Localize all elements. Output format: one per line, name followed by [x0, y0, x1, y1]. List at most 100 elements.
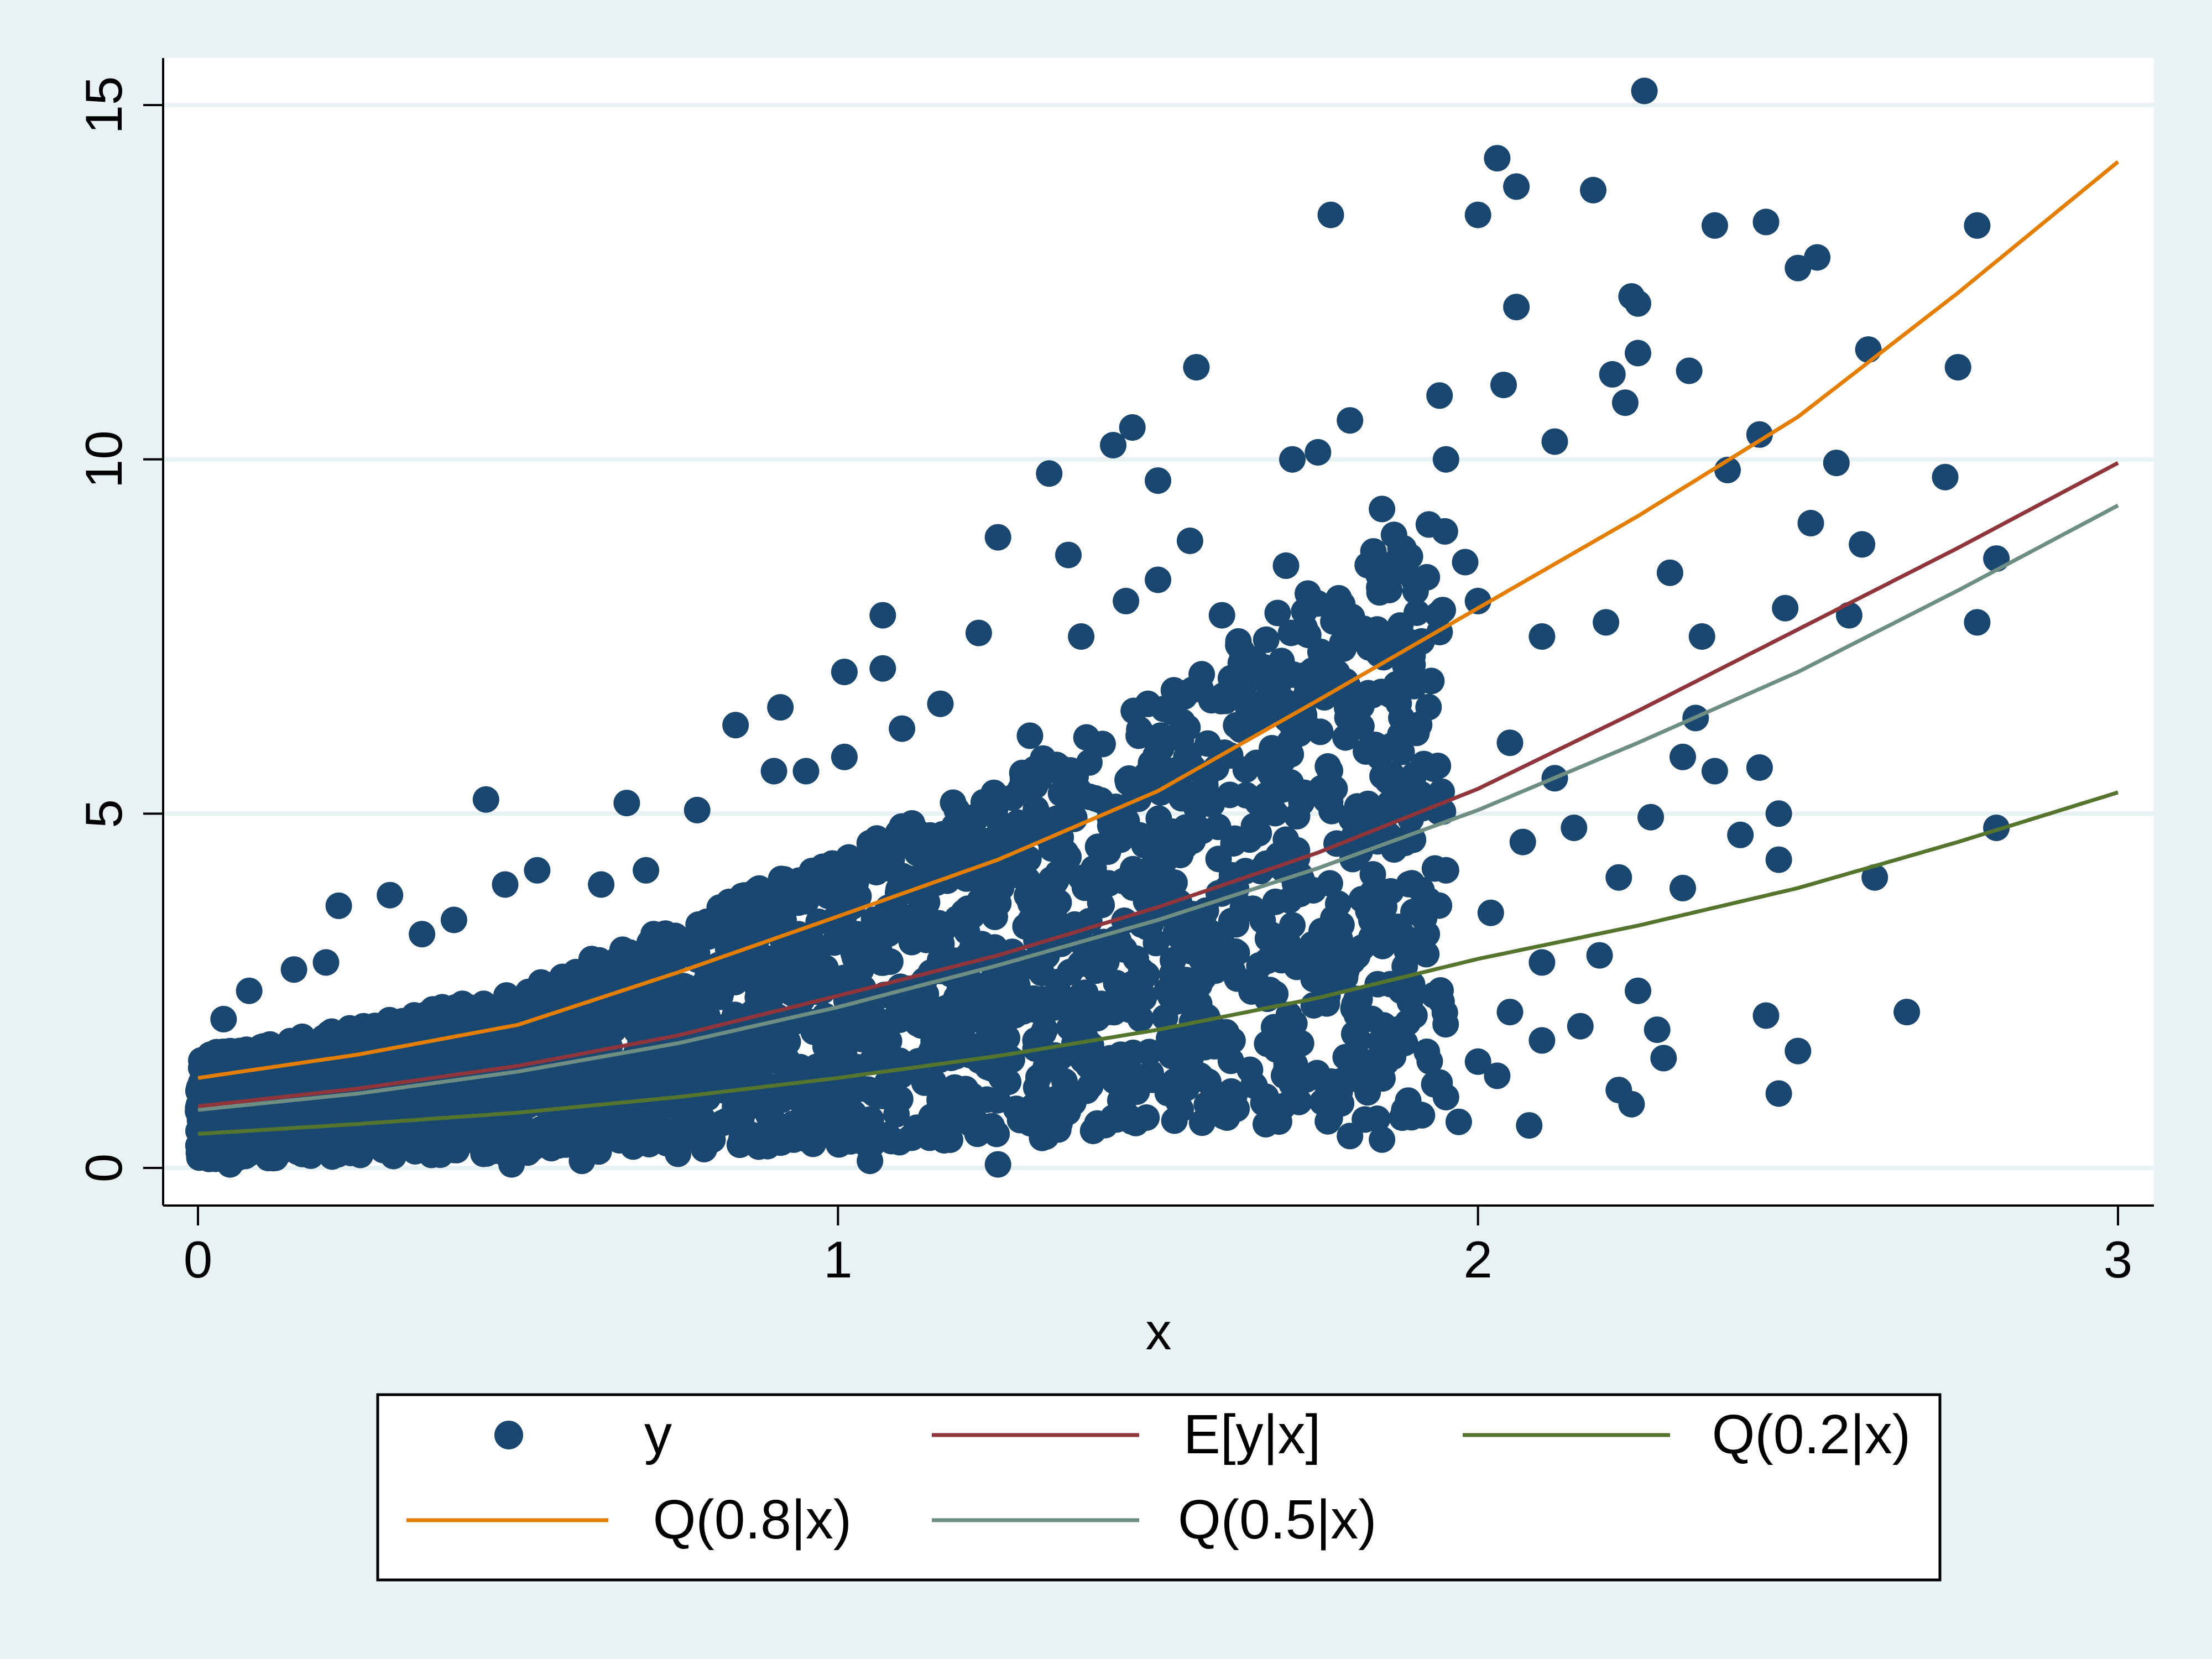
scatter-point — [1415, 693, 1442, 721]
scatter-point — [236, 977, 263, 1004]
scatter-point — [325, 892, 352, 919]
scatter-point — [1210, 1103, 1237, 1130]
scatter-point — [1128, 718, 1155, 745]
scatter-point — [1368, 679, 1395, 706]
y-tick-label: 0 — [75, 1154, 133, 1182]
scatter-point — [1051, 1068, 1078, 1095]
scatter-point — [888, 987, 915, 1014]
legend-entry: E[y|x] — [932, 1404, 1321, 1465]
scatter-point — [926, 1086, 953, 1113]
scatter-point — [606, 1127, 633, 1154]
scatter-point — [347, 1141, 374, 1168]
scatter-point — [1055, 541, 1082, 568]
scatter-point — [1012, 913, 1039, 940]
scatter-point — [758, 952, 785, 979]
series-line-q-0-8-x- — [197, 160, 2120, 1080]
scatter-point — [1009, 765, 1036, 792]
scatter-point — [1752, 208, 1780, 236]
scatter-point — [1123, 1078, 1150, 1105]
scatter-point — [918, 1037, 945, 1064]
scatter-point — [660, 950, 687, 977]
scatter-point — [575, 1121, 602, 1149]
scatter-point — [1176, 528, 1203, 554]
scatter-point — [1944, 354, 1971, 381]
scatter-point — [633, 857, 660, 884]
scatter-point — [873, 1070, 900, 1097]
scatter-point — [1279, 912, 1306, 939]
scatter-point — [1318, 797, 1345, 825]
scatter-point — [1291, 701, 1318, 728]
scatter-point — [713, 1108, 740, 1135]
legend-marker — [494, 1421, 523, 1449]
scatter-point — [1387, 722, 1413, 748]
scatter-point — [1430, 597, 1456, 624]
scatter-point — [1082, 785, 1109, 812]
scatter-point — [1147, 734, 1175, 761]
scatter-point — [1369, 878, 1396, 905]
scatter-point — [978, 1009, 1005, 1036]
scatter-point — [1277, 769, 1304, 796]
scatter-point — [1280, 1085, 1307, 1112]
scatter-point — [1400, 672, 1427, 700]
scatter-point — [831, 659, 858, 686]
scatter-point — [1159, 818, 1186, 845]
x-tick-label: 1 — [823, 1230, 852, 1288]
scatter-point — [280, 956, 307, 983]
scatter-point — [1432, 446, 1459, 473]
scatter-point — [524, 857, 551, 884]
scatter-point — [1765, 846, 1792, 873]
scatter-point — [197, 1041, 225, 1068]
scatter-point — [1284, 802, 1311, 830]
scatter-point — [1068, 864, 1095, 891]
scatter-point — [216, 1151, 243, 1178]
scatter-point — [911, 1069, 938, 1096]
scatter-point — [1262, 888, 1289, 915]
scatter-point — [1496, 729, 1524, 757]
scatter-point — [406, 1122, 434, 1149]
scatter-point — [552, 969, 579, 996]
scatter-point — [649, 1007, 676, 1034]
scatter-point — [1644, 1016, 1671, 1044]
scatter-point — [1369, 932, 1396, 959]
scatter-point — [1631, 77, 1658, 105]
scatter-point — [1599, 361, 1626, 388]
scatter-point — [831, 743, 858, 770]
scatter-point — [1401, 761, 1428, 789]
scatter-point — [760, 758, 787, 785]
scatter-point — [390, 1055, 417, 1082]
scatter-point — [301, 1115, 328, 1142]
scatter-point — [1197, 946, 1224, 973]
scatter-point — [578, 946, 605, 973]
scatter-point — [418, 1141, 445, 1168]
scatter-point — [722, 712, 749, 739]
scatter-point — [1701, 212, 1728, 239]
scatter-point — [1337, 407, 1364, 434]
series-lines — [197, 160, 2120, 1136]
scatter-point — [1326, 1078, 1353, 1105]
scatter-point — [453, 1023, 481, 1050]
scatter-point — [1343, 806, 1370, 833]
scatter-point — [568, 1147, 596, 1175]
scatter-point — [746, 875, 773, 902]
scatter-point — [1131, 832, 1158, 859]
scatter-point — [1861, 864, 1888, 891]
scatter-point — [783, 1008, 810, 1035]
scatter-point — [412, 1045, 439, 1072]
scatter-point — [906, 827, 933, 854]
scatter-point — [869, 602, 896, 629]
scatter-point — [859, 1047, 886, 1074]
scatter-point — [1484, 145, 1511, 172]
scatter-point — [1541, 428, 1568, 455]
legend-label: y — [644, 1404, 672, 1465]
axes — [162, 58, 2154, 1207]
series-line-q-0-5-x- — [197, 503, 2119, 1112]
scatter-point — [440, 906, 467, 933]
scatter-point — [722, 1060, 749, 1087]
scatter-point — [973, 972, 1000, 999]
scatter-point — [1283, 953, 1310, 980]
scatter-point — [1067, 1043, 1094, 1070]
scatter-point — [247, 1042, 274, 1069]
scatter-point — [409, 921, 436, 948]
scatter-point — [210, 1005, 237, 1032]
scatter-point — [1055, 843, 1082, 870]
